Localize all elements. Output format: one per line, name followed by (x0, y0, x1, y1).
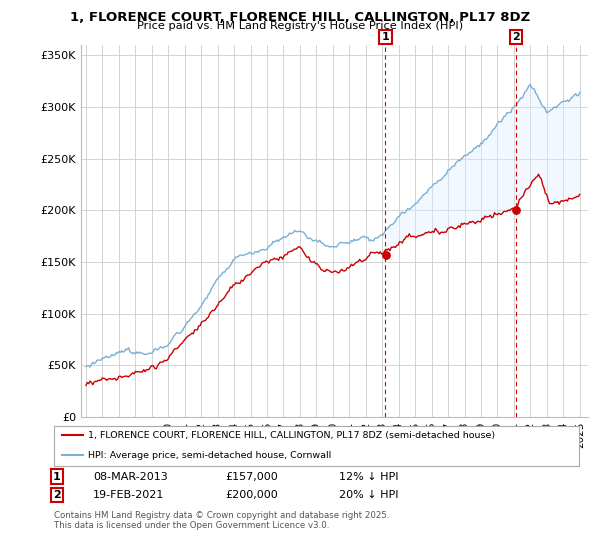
Text: £157,000: £157,000 (225, 472, 278, 482)
Text: 19-FEB-2021: 19-FEB-2021 (93, 490, 164, 500)
Text: 1: 1 (382, 32, 389, 42)
Text: 20% ↓ HPI: 20% ↓ HPI (339, 490, 398, 500)
Text: 2: 2 (53, 490, 61, 500)
Text: 12% ↓ HPI: 12% ↓ HPI (339, 472, 398, 482)
Point (512, 206, 521, 215)
Text: 2: 2 (512, 32, 520, 42)
Text: 1, FLORENCE COURT, FLORENCE HILL, CALLINGTON, PL17 8DZ: 1, FLORENCE COURT, FLORENCE HILL, CALLIN… (70, 11, 530, 24)
Text: 08-MAR-2013: 08-MAR-2013 (93, 472, 168, 482)
Text: £200,000: £200,000 (225, 490, 278, 500)
Point (381, 250, 391, 259)
Text: HPI: Average price, semi-detached house, Cornwall: HPI: Average price, semi-detached house,… (88, 451, 331, 460)
Text: 1, FLORENCE COURT, FLORENCE HILL, CALLINGTON, PL17 8DZ (semi-detached house): 1, FLORENCE COURT, FLORENCE HILL, CALLIN… (88, 431, 495, 440)
Text: Price paid vs. HM Land Registry's House Price Index (HPI): Price paid vs. HM Land Registry's House … (137, 21, 463, 31)
Text: Contains HM Land Registry data © Crown copyright and database right 2025.
This d: Contains HM Land Registry data © Crown c… (54, 511, 389, 530)
Text: 1: 1 (53, 472, 61, 482)
